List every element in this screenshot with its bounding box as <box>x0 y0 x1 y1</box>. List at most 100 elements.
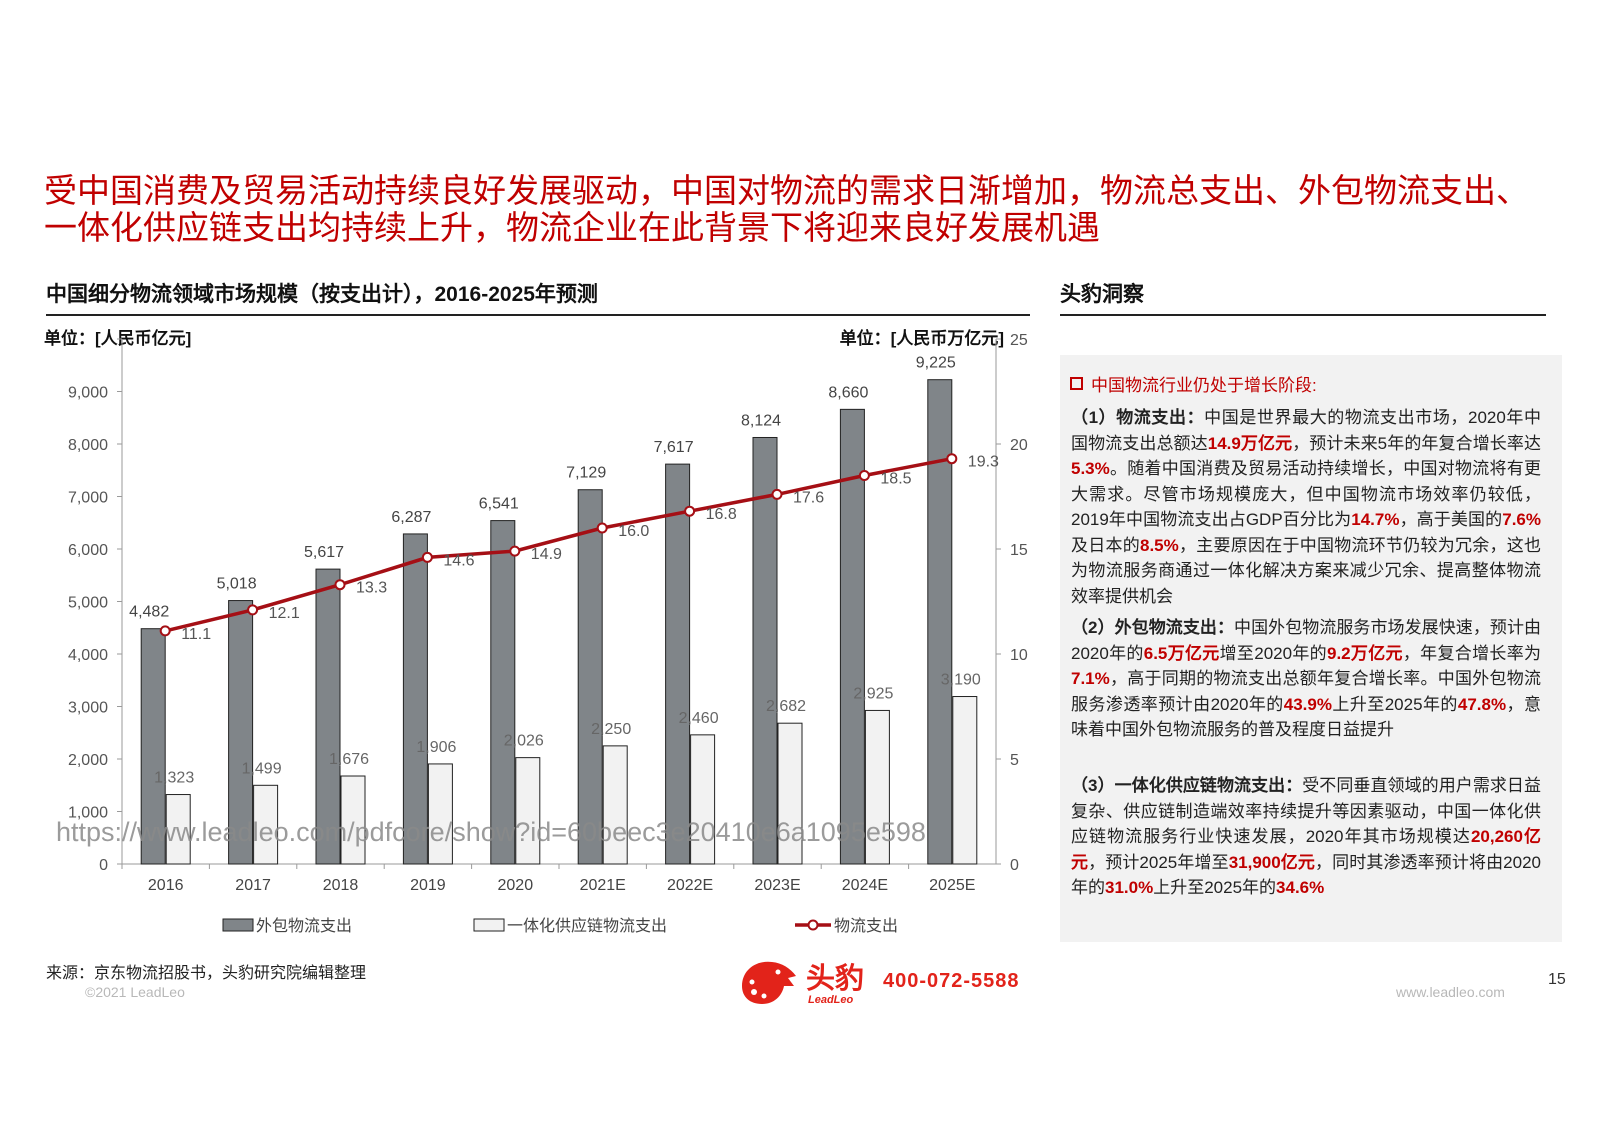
insight-paragraph-1: （1）物流支出：中国是世界最大的物流支出市场，2020年中国物流支出总额达14.… <box>1071 408 1541 606</box>
x-tick-label: 2025E <box>929 877 975 894</box>
bar-label-integrated: 1,676 <box>329 751 369 768</box>
bar-label-outsourced: 4,482 <box>129 604 169 621</box>
left-tick-label: 5,000 <box>68 595 108 612</box>
legend-swatch-integrated <box>473 918 505 932</box>
x-tick-label: 2024E <box>842 877 888 894</box>
insight-panel: 中国物流行业仍处于增长阶段: （1）物流支出：中国是世界最大的物流支出市场，20… <box>1060 355 1562 942</box>
left-tick-label: 1,000 <box>68 805 108 822</box>
x-tick-label: 2023E <box>754 877 800 894</box>
line-point-total-logistics <box>334 579 346 591</box>
legend-marker-total <box>807 919 819 931</box>
x-tick-label: 2021E <box>580 877 626 894</box>
legend-swatch-outsourced <box>222 918 254 932</box>
bar-integrated-supply-chain <box>165 794 191 865</box>
bar-integrated-supply-chain <box>253 784 279 865</box>
bar-label-integrated: 3,190 <box>941 672 981 689</box>
right-tick-label: 25 <box>1010 332 1028 349</box>
bar-outsourced-logistics <box>665 463 691 865</box>
line-label-total-logistics: 13.3 <box>356 580 387 597</box>
left-tick-label: 6,000 <box>68 542 108 559</box>
bar-integrated-supply-chain <box>690 734 716 865</box>
source-note: 来源：京东物流招股书，头豹研究院编辑整理 <box>46 965 367 982</box>
left-tick-label: 3,000 <box>68 700 108 717</box>
bar-outsourced-logistics <box>927 379 953 865</box>
checkbox-bullet-icon <box>1070 377 1083 390</box>
bar-outsourced-logistics <box>752 436 778 865</box>
left-tick-label: 2,000 <box>68 752 108 769</box>
bar-label-outsourced: 7,129 <box>566 465 606 482</box>
x-tick-label: 2017 <box>235 877 271 894</box>
bar-label-outsourced: 5,617 <box>304 544 344 561</box>
bar-label-integrated: 1,906 <box>416 739 456 756</box>
bar-label-outsourced: 8,660 <box>828 384 868 401</box>
bar-label-integrated: 2,925 <box>853 685 893 702</box>
bar-outsourced-logistics <box>490 520 516 865</box>
bar-label-outsourced: 9,225 <box>916 355 956 372</box>
brand-name-en: LeadLeo <box>808 994 854 1006</box>
right-tick-label: 5 <box>1010 752 1019 769</box>
page-number: 15 <box>1548 971 1566 988</box>
legend-label-total: 物流支出 <box>834 917 898 935</box>
insight-paragraph-3: （3）一体化供应链物流支出：受不同垂直领域的用户需求日益复杂、供应链制造端效率持… <box>1071 776 1542 897</box>
left-tick-label: 7,000 <box>68 490 108 507</box>
x-tick-label: 2019 <box>410 877 446 894</box>
bar-outsourced-logistics <box>140 628 166 865</box>
line-point-total-logistics <box>946 453 958 465</box>
bar-label-integrated: 1,499 <box>242 760 282 777</box>
bar-integrated-supply-chain <box>777 722 803 865</box>
line-point-total-logistics <box>509 545 521 557</box>
market-size-chart: 单位：[人民币亿元] 单位：[人民币万亿元] 0 1,000 2,000 3,000 4… <box>44 328 1028 935</box>
x-tick-label: 2022E <box>667 877 713 894</box>
bar-label-outsourced: 6,287 <box>391 509 431 526</box>
line-point-total-logistics <box>596 522 608 534</box>
line-label-total-logistics: 18.5 <box>880 471 911 488</box>
series-line-total-logistics <box>164 456 953 633</box>
left-tick-label: 9,000 <box>68 385 108 402</box>
bar-outsourced-logistics <box>577 489 603 865</box>
bar-label-outsourced: 7,617 <box>654 439 694 456</box>
line-label-total-logistics: 17.6 <box>793 489 824 506</box>
line-point-total-logistics <box>684 505 696 517</box>
headline: 受中国消费及贸易活动持续良好发展驱动，中国对物流的需求日渐增加，物流总支出、外包… <box>44 172 1564 246</box>
insight-lead: 中国物流行业仍处于增长阶段: <box>1070 371 1317 396</box>
line-point-total-logistics <box>247 604 259 616</box>
right-tick-label: 15 <box>1010 542 1028 559</box>
bar-integrated-supply-chain <box>864 709 890 865</box>
left-tick-label: 0 <box>99 857 108 874</box>
left-axis-unit-label: 单位：[人民币亿元] <box>44 328 191 348</box>
copyright-text: ©2021 LeadLeo <box>85 984 185 1000</box>
line-label-total-logistics: 11.1 <box>181 626 211 643</box>
x-tick-label: 2016 <box>148 877 184 894</box>
bar-integrated-supply-chain <box>952 696 978 865</box>
right-tick-label: 20 <box>1010 437 1028 454</box>
bar-outsourced-logistics <box>402 533 428 865</box>
line-point-total-logistics <box>421 551 433 563</box>
insight-section-title: 头豹洞察 <box>1060 278 1546 316</box>
bar-label-integrated: 1,323 <box>154 770 194 787</box>
right-tick-label: 0 <box>1010 857 1019 874</box>
bar-label-outsourced: 8,124 <box>741 412 781 429</box>
bar-integrated-supply-chain <box>427 763 453 865</box>
line-label-total-logistics: 16.0 <box>618 523 649 540</box>
bar-label-integrated: 2,460 <box>679 710 719 727</box>
bar-integrated-supply-chain <box>602 745 628 865</box>
line-point-total-logistics <box>159 625 171 637</box>
line-point-total-logistics <box>858 470 870 481</box>
chart-section-title: 中国细分物流领域市场规模（按支出计），2016-2025年预测 <box>46 278 1030 316</box>
bar-outsourced-logistics <box>315 568 341 865</box>
line-point-total-logistics <box>771 488 783 500</box>
bar-label-outsourced: 5,018 <box>217 576 257 593</box>
watermark-url: https://www.leadleo.com/pdfcore/show?id=… <box>56 817 926 847</box>
x-tick-label: 2020 <box>498 877 534 894</box>
x-tick-label: 2018 <box>323 877 359 894</box>
headline-line-2: 一体化供应链支出均持续上升，物流企业在此背景下将迎来良好发展机遇 <box>44 209 1100 246</box>
website-url: www.leadleo.com <box>1396 984 1505 1000</box>
bar-integrated-supply-chain <box>515 757 541 865</box>
right-tick-label: 10 <box>1010 647 1028 664</box>
headline-line-1: 受中国消费及贸易活动持续良好发展驱动，中国对物流的需求日渐增加，物流总支出、外包… <box>44 172 1529 209</box>
right-axis-unit-label: 单位：[人民币万亿元] <box>840 328 1004 348</box>
left-tick-label: 8,000 <box>68 437 108 454</box>
bar-outsourced-logistics <box>228 600 254 865</box>
bar-integrated-supply-chain <box>340 775 366 865</box>
bar-label-integrated: 2,026 <box>504 733 544 750</box>
